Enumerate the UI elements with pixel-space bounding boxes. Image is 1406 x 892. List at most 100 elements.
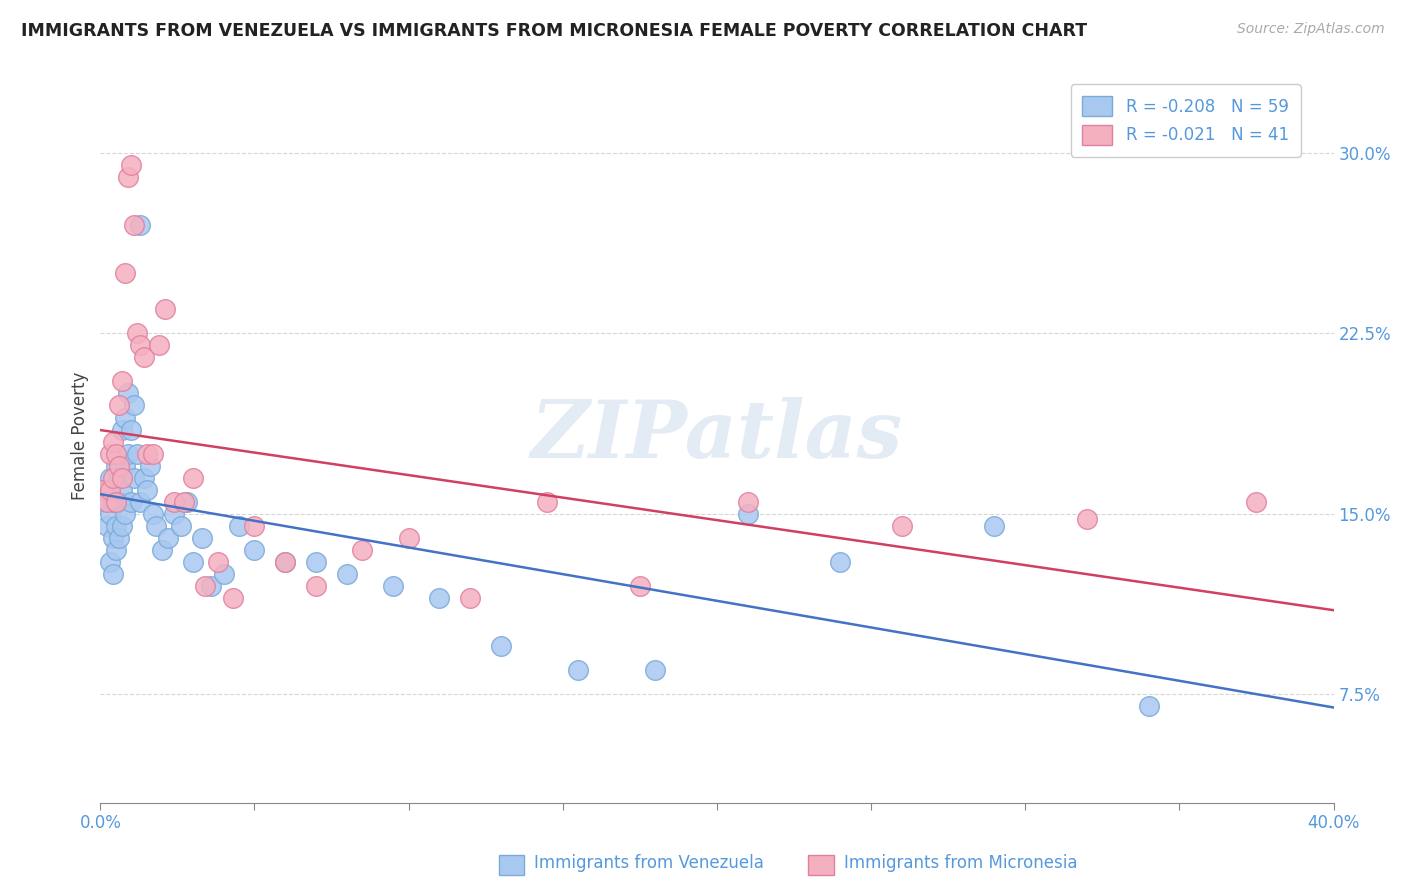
Point xyxy=(429,591,451,605)
Point xyxy=(111,518,134,533)
Point xyxy=(129,218,152,232)
Point xyxy=(398,531,420,545)
Point xyxy=(108,531,131,545)
Point xyxy=(148,338,170,352)
Point xyxy=(169,518,191,533)
Point xyxy=(181,555,204,569)
Point xyxy=(243,542,266,557)
Point xyxy=(567,663,589,677)
Point xyxy=(111,375,134,389)
Point xyxy=(181,471,204,485)
Point xyxy=(108,494,131,508)
Text: Source: ZipAtlas.com: Source: ZipAtlas.com xyxy=(1237,22,1385,37)
Point xyxy=(737,494,759,508)
Point xyxy=(1076,511,1098,525)
Point xyxy=(890,518,912,533)
Legend: R = -0.208   N = 59, R = -0.021   N = 41: R = -0.208 N = 59, R = -0.021 N = 41 xyxy=(1071,84,1301,156)
Point xyxy=(111,423,134,437)
Point xyxy=(207,555,229,569)
Point xyxy=(191,531,214,545)
Point xyxy=(101,434,124,449)
Point xyxy=(101,531,124,545)
Point xyxy=(274,555,297,569)
Point xyxy=(983,518,1005,533)
Point xyxy=(108,471,131,485)
Point xyxy=(142,507,165,521)
Point xyxy=(352,542,374,557)
Point xyxy=(142,447,165,461)
Point xyxy=(222,591,245,605)
Point xyxy=(138,458,160,473)
Point xyxy=(111,483,134,497)
Point xyxy=(127,447,149,461)
Point xyxy=(382,579,405,593)
Point xyxy=(96,483,118,497)
Point xyxy=(122,399,145,413)
Point xyxy=(163,507,186,521)
Point xyxy=(173,494,195,508)
Point xyxy=(135,447,157,461)
Point xyxy=(132,471,155,485)
Point xyxy=(176,494,198,508)
Point xyxy=(98,447,121,461)
Point xyxy=(111,471,134,485)
Point xyxy=(489,639,512,653)
Point xyxy=(212,566,235,581)
Point xyxy=(628,579,651,593)
Point xyxy=(96,518,118,533)
Point xyxy=(122,471,145,485)
Point xyxy=(98,507,121,521)
Point xyxy=(127,326,149,341)
Point xyxy=(305,579,328,593)
Point xyxy=(104,447,127,461)
Point xyxy=(228,518,250,533)
Y-axis label: Female Poverty: Female Poverty xyxy=(72,371,89,500)
Point xyxy=(1137,699,1160,714)
Point xyxy=(104,518,127,533)
Point xyxy=(96,494,118,508)
Point xyxy=(101,566,124,581)
Point xyxy=(145,518,167,533)
Point xyxy=(101,494,124,508)
Point xyxy=(117,169,139,184)
Point xyxy=(157,531,180,545)
Point xyxy=(104,458,127,473)
Point xyxy=(98,471,121,485)
Point xyxy=(117,447,139,461)
Point xyxy=(122,218,145,232)
Point xyxy=(644,663,666,677)
Point xyxy=(132,351,155,365)
Point xyxy=(830,555,852,569)
Point xyxy=(737,507,759,521)
Point xyxy=(93,494,115,508)
Point xyxy=(243,518,266,533)
Point xyxy=(536,494,558,508)
Point xyxy=(114,507,136,521)
Point xyxy=(458,591,481,605)
Text: Immigrants from Micronesia: Immigrants from Micronesia xyxy=(844,855,1077,872)
Point xyxy=(108,399,131,413)
Point xyxy=(98,555,121,569)
Point xyxy=(274,555,297,569)
Point xyxy=(1246,494,1268,508)
Point xyxy=(108,458,131,473)
Point xyxy=(120,494,142,508)
Point xyxy=(114,266,136,280)
Point xyxy=(114,410,136,425)
Point xyxy=(150,542,173,557)
Point xyxy=(305,555,328,569)
Point xyxy=(117,386,139,401)
Point xyxy=(194,579,217,593)
Point xyxy=(104,494,127,508)
Text: ZIPatlas: ZIPatlas xyxy=(531,397,903,475)
Point xyxy=(120,158,142,172)
Point xyxy=(120,423,142,437)
Point xyxy=(98,483,121,497)
Point xyxy=(93,483,115,497)
Point xyxy=(135,483,157,497)
Point xyxy=(153,302,176,317)
Point xyxy=(101,471,124,485)
Point xyxy=(336,566,359,581)
Text: Immigrants from Venezuela: Immigrants from Venezuela xyxy=(534,855,763,872)
Point xyxy=(104,542,127,557)
